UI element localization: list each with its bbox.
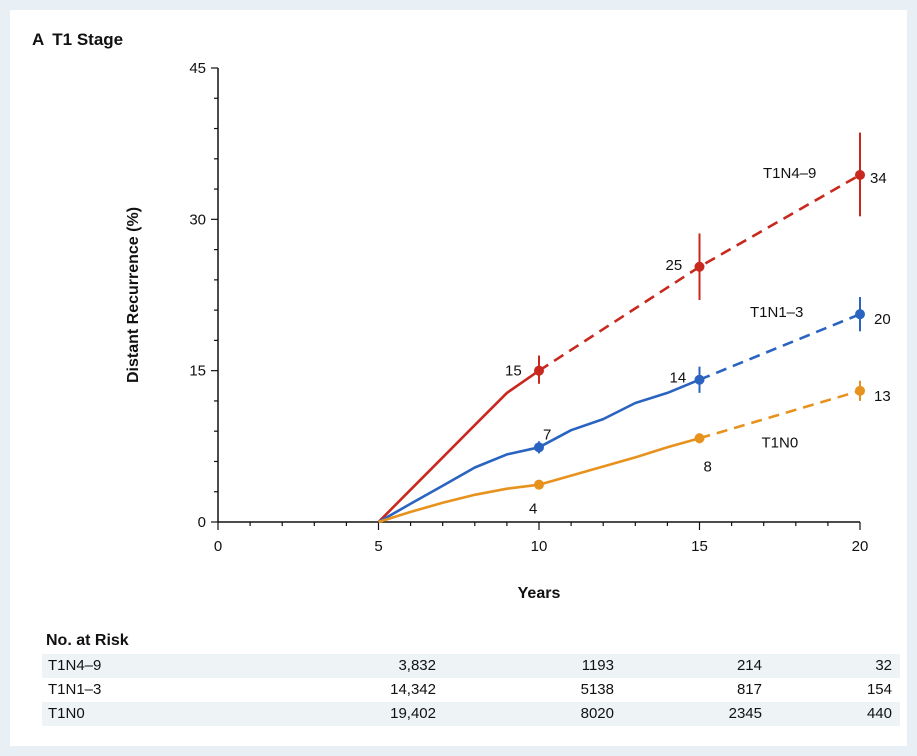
risk-row-t1n4-9: T1N4–9 3,832 1193 214 32 (42, 654, 900, 678)
x-tick-label: 20 (852, 538, 869, 555)
risk-row-t1n0: T1N0 19,402 8020 2345 440 (42, 702, 900, 726)
risk-cell: 3,832 (398, 657, 436, 674)
y-tick-label: 0 (198, 514, 206, 531)
panel-letter: A (32, 30, 45, 49)
risk-table-title: No. at Risk (46, 632, 129, 649)
risk-row-label: T1N4–9 (48, 657, 102, 674)
risk-cell: 1193 (581, 657, 614, 674)
recurrence-chart: 0 15 30 45 0 5 10 15 20 Years Distant Recurrence (… (125, 60, 891, 602)
y-axis-label: Distant Recurrence (%) (125, 207, 142, 383)
risk-row-label: T1N1–3 (48, 681, 102, 698)
panel-title-text: T1 Stage (52, 30, 124, 49)
panel-title: A T1 Stage (32, 30, 123, 50)
data-label: 34 (870, 170, 887, 187)
data-label: 15 (505, 363, 522, 380)
data-point (694, 433, 705, 444)
data-label: 14 (670, 370, 687, 387)
series-line-dashed (699, 389, 861, 440)
x-tick-label: 15 (691, 538, 708, 555)
data-point (855, 385, 865, 396)
risk-cell: 8020 (580, 705, 614, 722)
risk-cell: 214 (736, 657, 762, 674)
data-point (534, 365, 544, 376)
risk-row-t1n1-3: T1N1–3 14,342 5138 817 154 (42, 678, 900, 702)
data-label: 25 (666, 257, 683, 274)
data-label: 20 (874, 311, 891, 328)
series-line-solid (377, 369, 540, 523)
data-label: 13 (874, 388, 891, 405)
risk-cell: 440 (866, 705, 892, 722)
series-name-label: T1N1–3 (750, 304, 803, 321)
series-line-dashed (538, 173, 861, 372)
risk-cell: 2345 (728, 705, 762, 722)
series-name-label: T1N0 (762, 434, 799, 451)
risk-cell: 19,402 (390, 705, 436, 722)
data-point (534, 442, 544, 453)
data-point (855, 309, 865, 320)
risk-cell: 32 (875, 657, 892, 674)
series-line-dashed (699, 312, 861, 381)
figure-panel: A T1 Stage 0 15 30 45 0 5 10 15 20 Years Distant Re… (10, 10, 907, 746)
risk-cell: 5138 (580, 681, 614, 698)
data-label: 7 (543, 426, 551, 443)
data-point (694, 374, 705, 385)
x-tick-label: 0 (214, 538, 222, 555)
y-tick-label: 30 (189, 211, 206, 228)
data-point (694, 261, 705, 272)
risk-cell: 817 (736, 681, 762, 698)
x-tick-label: 10 (531, 538, 548, 555)
series-name-label: T1N4–9 (763, 165, 816, 182)
x-axis-label: Years (518, 585, 561, 602)
risk-table: No. at Risk T1N4–9 3,832 1193 214 32 T1N… (42, 632, 900, 726)
risk-cell: 154 (866, 681, 892, 698)
data-label: 4 (529, 501, 537, 518)
x-tick-label: 5 (374, 538, 382, 555)
data-label: 8 (704, 458, 712, 475)
y-tick-label: 15 (189, 363, 206, 380)
y-tick-label: 45 (189, 60, 206, 77)
risk-cell: 14,342 (390, 681, 436, 698)
data-point (534, 479, 544, 490)
risk-row-label: T1N0 (48, 705, 85, 722)
data-point (855, 169, 865, 180)
